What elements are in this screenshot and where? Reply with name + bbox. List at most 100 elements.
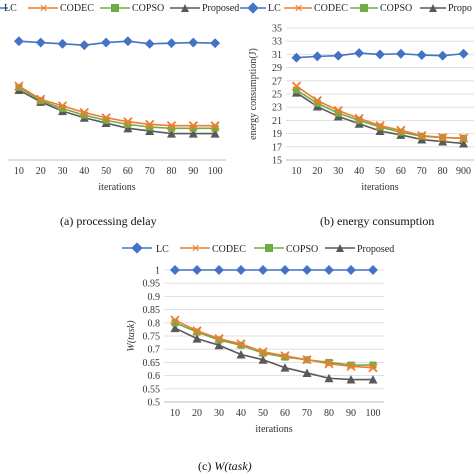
- legend-c-proposed-label: Proposed: [357, 244, 394, 255]
- point-b-codec-2: [333, 105, 343, 116]
- x-tick-label-c-3: 40: [236, 408, 246, 419]
- y-axis-label-c: W(task): [126, 320, 137, 352]
- y-tick-label-b-1: 17: [272, 142, 282, 153]
- x-tick-label-b-7: 80: [438, 166, 448, 177]
- legend-a: LC ✕ CODEC COPSO Proposed: [0, 3, 239, 15]
- point-a-copso-6: [146, 123, 154, 131]
- point-b-codec-5-stroke-2: [396, 125, 406, 135]
- point-a-proposed-5: [123, 123, 133, 133]
- y-tick-label-c-10: 1: [155, 266, 160, 277]
- point-c-codec-4: [258, 347, 268, 357]
- point-c-lc-0: [170, 265, 180, 275]
- x-tick-label-a-0: 10: [14, 166, 24, 177]
- point-a-codec-4: [101, 113, 111, 123]
- x-tick-label-a-5: 60: [123, 166, 133, 177]
- point-b-codec-1-stroke-2: [312, 95, 322, 106]
- point-b-lc-1: [312, 51, 323, 62]
- point-b-codec-7: [438, 132, 448, 143]
- point-b-codec-1: [312, 95, 322, 106]
- y-tick-label-b-8: 31: [272, 50, 282, 61]
- y-tick-label-b-9: 33: [272, 37, 282, 48]
- point-b-codec-8-stroke-2: [458, 133, 469, 143]
- caption-b: (b) energy consumption: [320, 214, 434, 228]
- point-a-lc-0: [13, 36, 24, 47]
- point-a-proposed-6: [145, 126, 155, 135]
- legend-c-codec-label: CODEC: [212, 244, 246, 255]
- point-b-copso-1: [313, 99, 321, 107]
- legend-c-copso-marker: [265, 244, 273, 252]
- y-tick-label-c-3: 0.65: [143, 358, 161, 369]
- point-c-proposed-3: [236, 349, 246, 359]
- point-b-codec-2-stroke-2: [333, 105, 343, 116]
- series-line-a-proposed: [18, 89, 216, 135]
- y-tick-label-c-5: 0.75: [143, 332, 161, 343]
- point-a-codec-2-stroke-2: [57, 101, 68, 111]
- point-c-proposed-6: [302, 368, 312, 377]
- point-c-proposed-7: [324, 373, 334, 383]
- point-c-codec-9-stroke-2: [368, 363, 378, 373]
- point-a-codec-6: [145, 119, 155, 129]
- legend-b-codec-label: CODEC: [314, 3, 348, 14]
- point-a-copso-2: [59, 105, 66, 113]
- point-a-lc-6: [144, 38, 155, 49]
- legend-a-copso-marker: [111, 4, 119, 12]
- point-b-proposed-4: [375, 126, 385, 135]
- x-tick-label-b-8: 900: [456, 166, 471, 177]
- legend-b-proposed-marker: [429, 4, 437, 12]
- series-c-copso: [171, 319, 377, 369]
- x-tick-label-b-2: 30: [333, 166, 343, 177]
- x-tick-label-a-4: 50: [101, 166, 111, 177]
- x-tick-label-a-7: 80: [167, 166, 177, 177]
- point-b-codec-3-stroke-2: [354, 113, 364, 124]
- series-c-proposed: [170, 323, 378, 384]
- point-c-lc-9: [368, 265, 378, 275]
- point-b-proposed-8: [459, 139, 469, 148]
- point-b-codec-6-stroke-2: [417, 130, 427, 141]
- point-a-codec-0: [14, 81, 24, 91]
- x-tick-label-c-9: 100: [366, 408, 381, 419]
- x-tick-label-b-4: 50: [375, 166, 385, 177]
- point-c-lc-4: [258, 265, 268, 275]
- point-b-lc-5: [395, 48, 406, 59]
- point-c-proposed-2: [214, 340, 224, 350]
- point-c-proposed-9: [368, 375, 378, 384]
- x-tick-label-a-2: 30: [58, 166, 68, 177]
- y-tick-label-b-6: 27: [272, 76, 282, 87]
- legend-a-proposed-label: Proposed: [202, 3, 239, 14]
- x-tick-label-c-7: 80: [324, 408, 334, 419]
- y-tick-label-b-3: 21: [272, 116, 282, 127]
- legend-a-copso-label: COPSO: [132, 3, 164, 14]
- point-b-codec-4-stroke-2: [375, 121, 385, 131]
- point-c-codec-5-stroke-2: [280, 351, 290, 361]
- y-tick-label-c-8: 0.9: [148, 292, 161, 303]
- point-b-codec-5: [396, 125, 406, 135]
- chart-panel-a: 10 20 30 40 50 60 70 80 90 100 iterations: [8, 36, 226, 193]
- point-c-copso-0: [171, 319, 179, 327]
- point-a-copso-3: [80, 111, 88, 119]
- x-tick-label-b-3: 40: [354, 166, 364, 177]
- point-b-codec-4: [375, 121, 385, 131]
- y-tick-label-c-0: 0.5: [148, 398, 161, 409]
- point-c-lc-6: [302, 265, 312, 275]
- x-tick-label-a-6: 70: [145, 166, 155, 177]
- y-tick-label-b-7: 29: [272, 63, 282, 74]
- point-a-codec-2: [57, 101, 68, 111]
- x-tick-label-c-0: 10: [170, 408, 180, 419]
- legend-b-lc-marker: [247, 2, 259, 14]
- point-a-codec-3: [79, 107, 89, 118]
- point-c-lc-8: [346, 265, 356, 275]
- series-c-codec: [170, 315, 378, 373]
- x-tick-label-a-3: 40: [79, 166, 89, 177]
- y-tick-label-b-4: 23: [272, 103, 282, 114]
- point-a-codec-0-stroke-2: [14, 81, 24, 91]
- point-c-copso-7: [325, 358, 333, 366]
- point-a-codec-4-stroke-2: [101, 113, 111, 123]
- point-c-lc-1: [192, 265, 202, 275]
- series-a-lc: [13, 36, 221, 51]
- x-tick-label-b-5: 60: [396, 166, 406, 177]
- legend-b: LC ✕ CODEC COPSO Propo: [240, 2, 472, 15]
- point-c-lc-3: [236, 265, 246, 275]
- point-c-codec-9: [368, 363, 378, 373]
- legend-c-lc-label: LC: [156, 244, 169, 255]
- x-tick-label-c-8: 90: [346, 408, 356, 419]
